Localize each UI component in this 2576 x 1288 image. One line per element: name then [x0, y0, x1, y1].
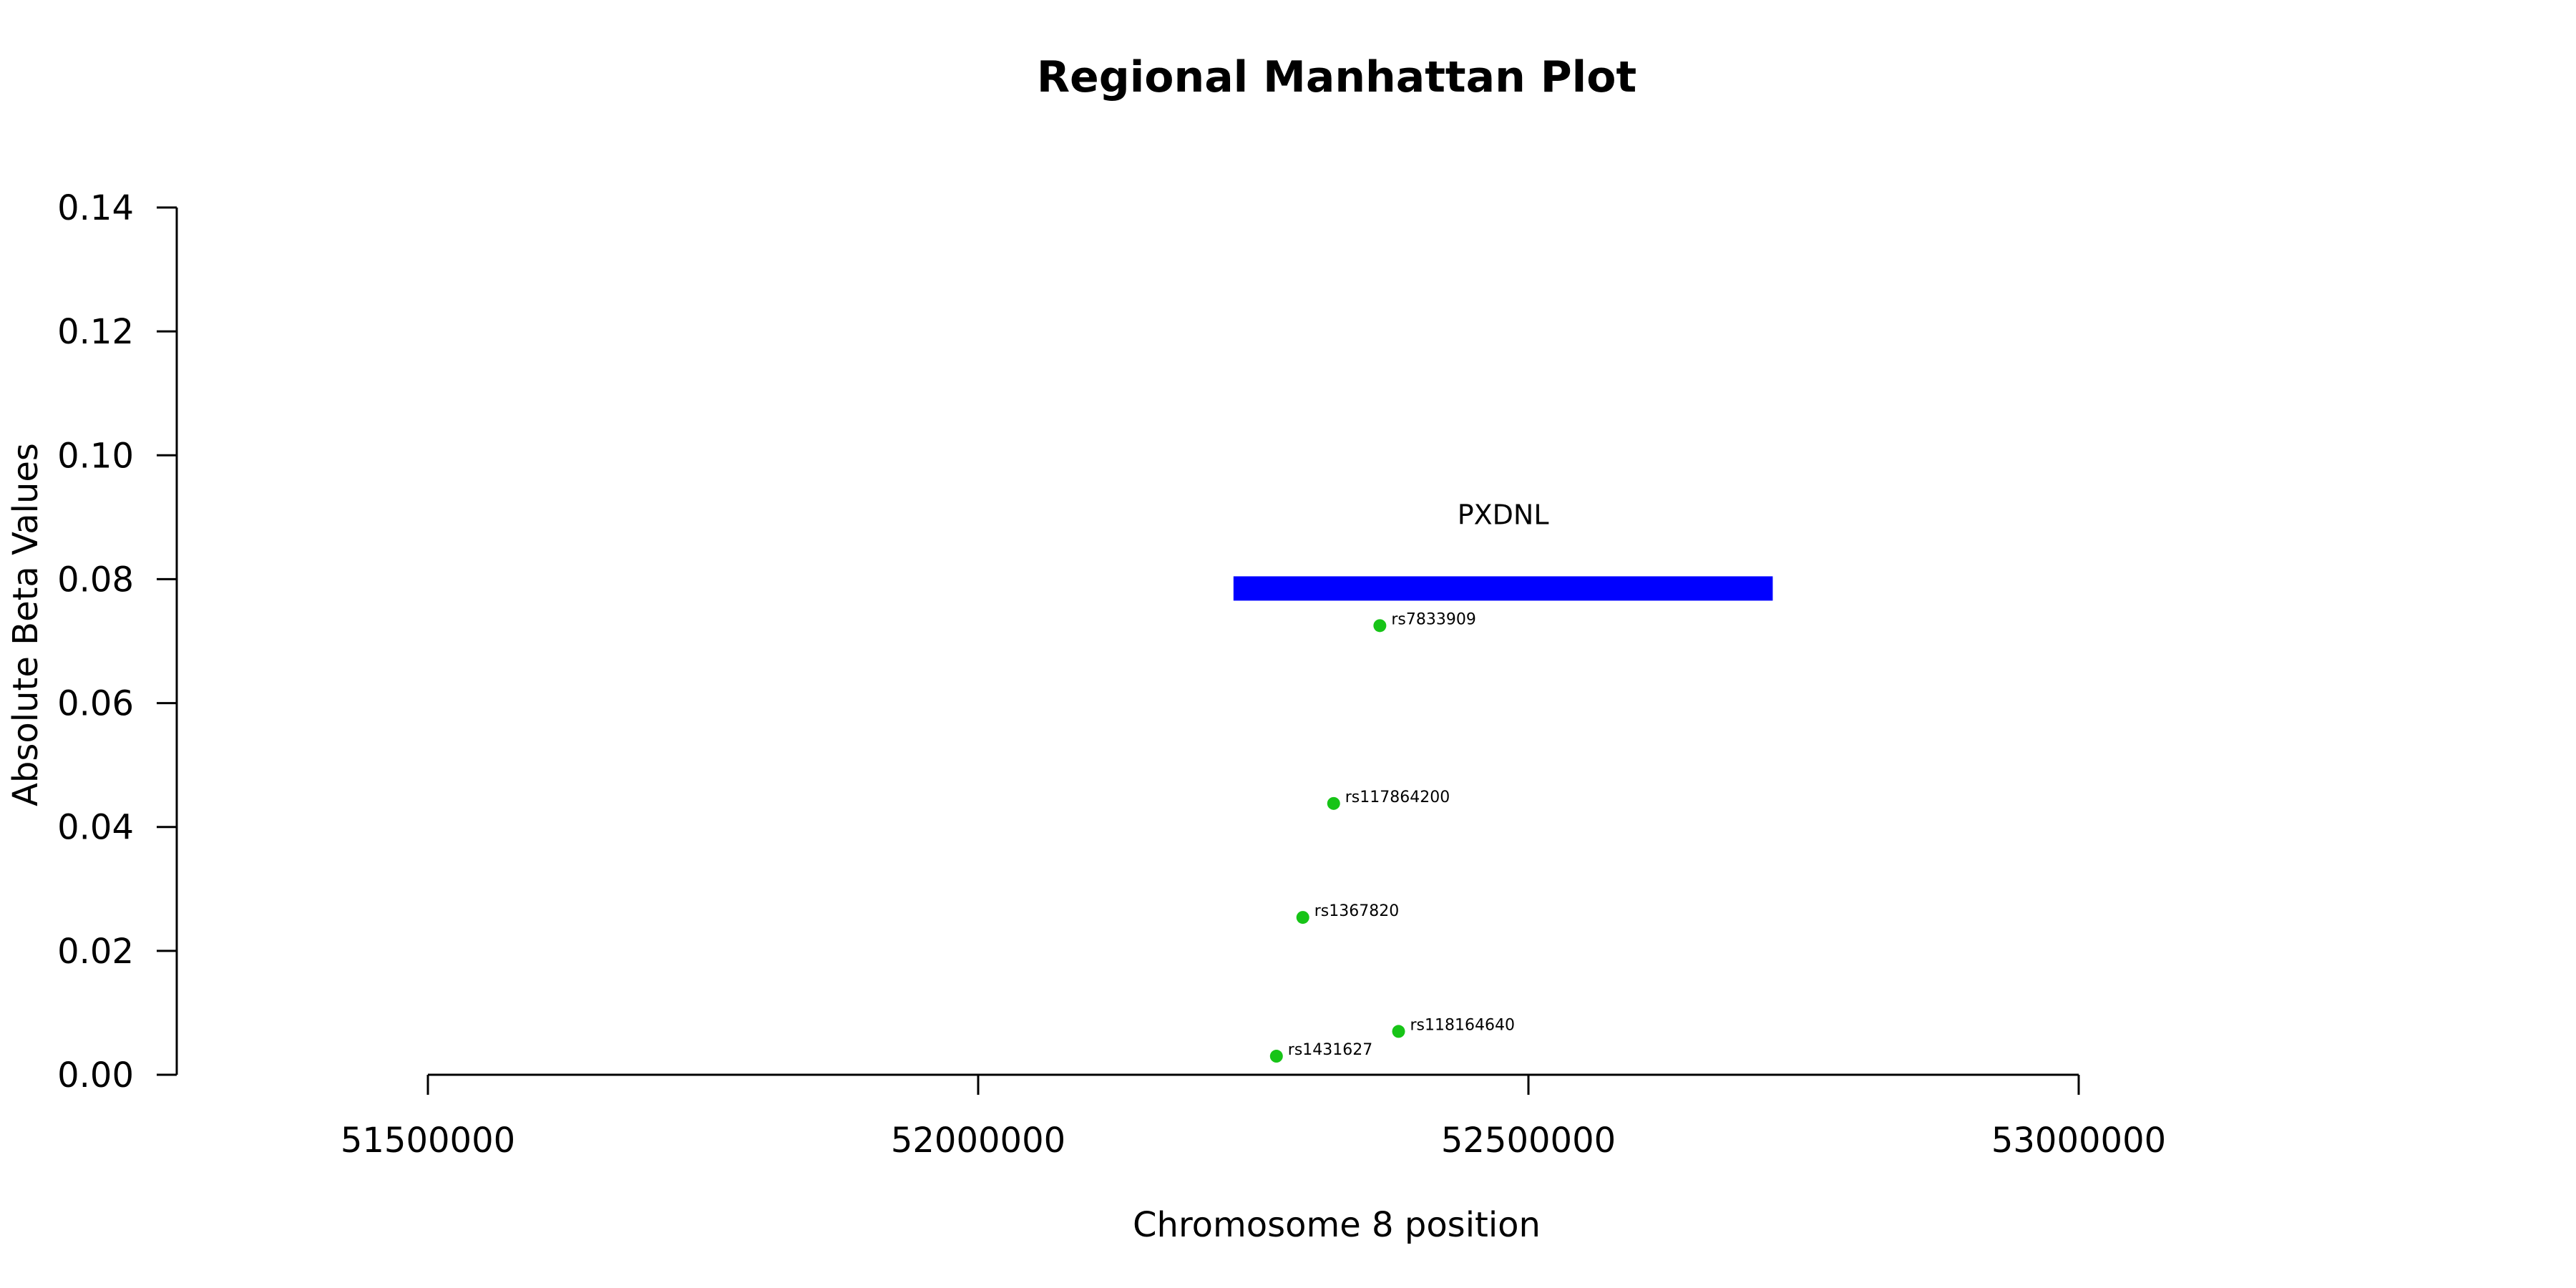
chart-title: Regional Manhattan Plot	[1037, 52, 1636, 102]
snp-point	[1392, 1025, 1405, 1038]
y-tick-label: 0.00	[57, 1055, 134, 1096]
y-ticks: 0.00 0.02 0.04 0.06 0.08 0.10 0.12 0.14	[57, 188, 177, 1096]
snp-point	[1327, 796, 1340, 810]
x-ticks: 51500000 52000000 52500000 53000000	[341, 1075, 2166, 1161]
y-axis-title: Absolute Beta Values	[6, 443, 46, 806]
snp-label: rs118164640	[1410, 1016, 1515, 1034]
snp-point	[1269, 1050, 1283, 1063]
y-tick-label: 0.06	[57, 684, 134, 724]
snp-points: rs7833909 rs117864200 rs1367820 rs118164640…	[1269, 610, 1515, 1063]
y-tick-label: 0.08	[57, 560, 134, 600]
gene-track: PXDNL	[1233, 499, 1773, 601]
x-axis: 51500000 52000000 52500000 53000000	[341, 1073, 2166, 1161]
x-tick-label: 52500000	[1441, 1121, 1616, 1161]
snp-point	[1373, 619, 1387, 633]
y-tick-label: 0.12	[57, 312, 134, 352]
y-tick-label: 0.02	[57, 932, 134, 972]
x-tick-label: 51500000	[341, 1121, 515, 1161]
y-tick-label: 0.14	[57, 188, 134, 228]
gene-bar	[1233, 576, 1773, 601]
y-axis: 0.00 0.02 0.04 0.06 0.08 0.10 0.12 0.14	[57, 188, 178, 1096]
x-tick-label: 52000000	[891, 1121, 1065, 1161]
x-axis-title: Chromosome 8 position	[1133, 1205, 1541, 1245]
snp-point	[1296, 911, 1309, 924]
y-tick-label: 0.10	[57, 436, 134, 476]
gene-label: PXDNL	[1458, 499, 1549, 530]
x-tick-label: 53000000	[1991, 1121, 2166, 1161]
snp-label: rs117864200	[1345, 789, 1450, 806]
snp-label: rs7833909	[1391, 610, 1476, 628]
snp-label: rs1367820	[1314, 902, 1400, 920]
snp-label: rs1431627	[1288, 1041, 1373, 1059]
y-tick-label: 0.04	[57, 808, 134, 848]
